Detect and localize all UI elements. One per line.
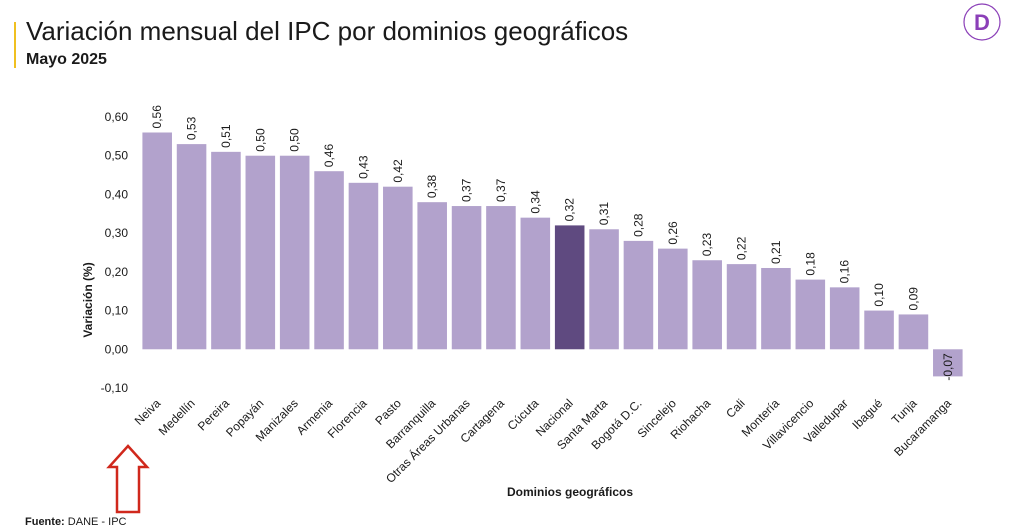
bar bbox=[176, 144, 207, 350]
data-label: 0,46 bbox=[322, 144, 336, 168]
source-label: Fuente: bbox=[25, 516, 65, 528]
y-tick-label: 0,60 bbox=[105, 110, 129, 124]
data-label: 0,43 bbox=[356, 155, 370, 179]
x-axis-title: Dominios geográficos bbox=[507, 485, 633, 499]
data-label: 0,53 bbox=[185, 116, 199, 140]
y-tick-label: 0,10 bbox=[105, 304, 129, 318]
data-label: 0,16 bbox=[838, 260, 852, 284]
data-label: 0,56 bbox=[150, 105, 164, 129]
data-label: 0,32 bbox=[563, 198, 577, 222]
x-tick-label: Pasto bbox=[372, 396, 404, 428]
d-logo-icon: D bbox=[963, 3, 1001, 41]
chart-title: Variación mensual del IPC por dominios g… bbox=[26, 16, 629, 46]
data-label: 0,42 bbox=[391, 159, 405, 183]
data-label: 0,09 bbox=[906, 287, 920, 311]
x-tick-label: Neiva bbox=[132, 396, 164, 428]
bars bbox=[142, 132, 963, 377]
data-label: 0,50 bbox=[253, 128, 267, 152]
data-label: 0,34 bbox=[528, 190, 542, 214]
bar bbox=[933, 349, 963, 377]
data-label: 0,38 bbox=[425, 174, 439, 198]
value-labels: 0,56 0,53 0,51 0,50 0,50 0,46 0,43 0,42 0,38 0,37… bbox=[150, 105, 955, 381]
bar bbox=[589, 229, 619, 350]
chart-subtitle: Mayo 2025 bbox=[26, 51, 107, 68]
bar bbox=[279, 155, 310, 350]
logo-ring bbox=[963, 3, 1001, 41]
up-arrow-icon bbox=[106, 444, 150, 514]
category-labels: NeivaMedellínPereiraPopayánManizalesArme… bbox=[132, 396, 954, 486]
bar bbox=[486, 206, 516, 350]
data-label: 0,37 bbox=[460, 178, 474, 202]
y-axis-title: Variación (%) bbox=[81, 262, 95, 337]
x-tick-label: Ibagué bbox=[849, 396, 885, 432]
bar bbox=[417, 202, 447, 350]
bar bbox=[829, 287, 860, 350]
data-label: 0,51 bbox=[219, 124, 233, 148]
x-tick-label: Tunja bbox=[889, 396, 920, 427]
data-label: 0,18 bbox=[803, 252, 817, 276]
y-tick-label: 0,30 bbox=[105, 226, 129, 240]
title-accent-bar bbox=[14, 22, 16, 68]
bar bbox=[554, 225, 585, 350]
data-label: 0,22 bbox=[735, 236, 749, 260]
y-tick-label: 0,20 bbox=[105, 265, 129, 279]
bar bbox=[864, 310, 894, 350]
data-label: 0,50 bbox=[288, 128, 302, 152]
bar bbox=[761, 267, 791, 350]
data-label: 0,37 bbox=[494, 178, 508, 202]
data-label: 0,21 bbox=[769, 240, 783, 264]
bar bbox=[383, 186, 413, 350]
bar bbox=[658, 248, 688, 350]
y-axis: -0,10 0,00 0,10 0,20 0,30 0,40 0,50 0,60 bbox=[101, 110, 129, 395]
bar bbox=[726, 264, 757, 350]
y-tick-label: 0,50 bbox=[105, 149, 129, 163]
y-tick-label: 0,00 bbox=[105, 342, 129, 356]
y-tick-label: -0,10 bbox=[101, 381, 129, 395]
bar bbox=[314, 171, 344, 350]
bar bbox=[898, 314, 929, 350]
bar bbox=[348, 182, 379, 350]
source-note: Fuente: DANE - IPC bbox=[25, 516, 126, 528]
x-tick-label: Cali bbox=[723, 396, 748, 421]
data-label: 0,26 bbox=[666, 221, 680, 245]
data-label: -0,07 bbox=[941, 353, 955, 381]
x-tick-label: Medellín bbox=[156, 396, 198, 438]
bar bbox=[211, 151, 241, 350]
bar bbox=[623, 240, 654, 350]
bar bbox=[692, 260, 722, 350]
bar bbox=[795, 279, 826, 350]
bar bbox=[451, 206, 482, 350]
bar bbox=[142, 132, 172, 350]
data-label: 0,28 bbox=[631, 213, 645, 237]
y-tick-label: 0,40 bbox=[105, 187, 129, 201]
data-label: 0,10 bbox=[872, 283, 886, 307]
data-label: 0,23 bbox=[700, 233, 714, 257]
source-value: DANE - IPC bbox=[67, 516, 127, 528]
logo-letter: D bbox=[974, 10, 990, 35]
bar bbox=[245, 155, 276, 350]
bar bbox=[520, 217, 551, 350]
data-label: 0,31 bbox=[597, 202, 611, 226]
